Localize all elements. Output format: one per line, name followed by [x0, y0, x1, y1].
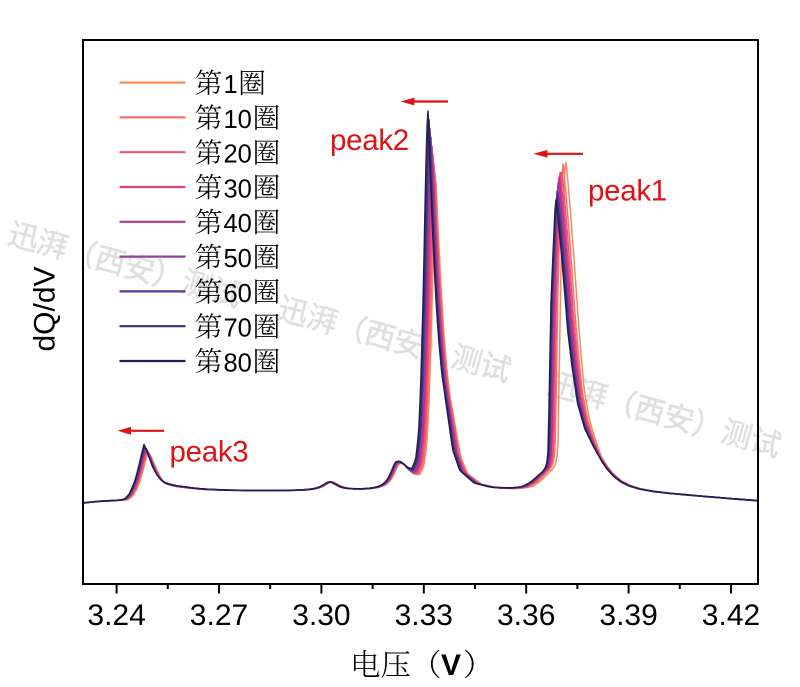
svg-text:peak2: peak2 [330, 124, 409, 157]
svg-text:50: 50 [224, 245, 252, 273]
svg-text:20: 20 [224, 141, 252, 169]
svg-text:10: 10 [224, 106, 252, 134]
svg-text:3.39: 3.39 [599, 599, 657, 632]
svg-text:3.36: 3.36 [497, 599, 555, 632]
svg-text:3.33: 3.33 [395, 599, 453, 632]
svg-text:1: 1 [224, 71, 238, 99]
svg-text:peak1: peak1 [588, 174, 667, 207]
svg-text:dQ/dV: dQ/dV [29, 266, 62, 351]
svg-text:30: 30 [224, 175, 252, 203]
svg-text:3.24: 3.24 [87, 599, 145, 632]
svg-text:3.27: 3.27 [190, 599, 248, 632]
svg-text:70: 70 [224, 315, 252, 343]
svg-text:3.42: 3.42 [702, 599, 760, 632]
svg-text:3.30: 3.30 [292, 599, 350, 632]
svg-text:40: 40 [224, 210, 252, 238]
svg-text:peak3: peak3 [170, 436, 249, 469]
svg-text:V: V [441, 649, 461, 682]
svg-text:80: 80 [224, 349, 252, 377]
svg-text:60: 60 [224, 280, 252, 308]
